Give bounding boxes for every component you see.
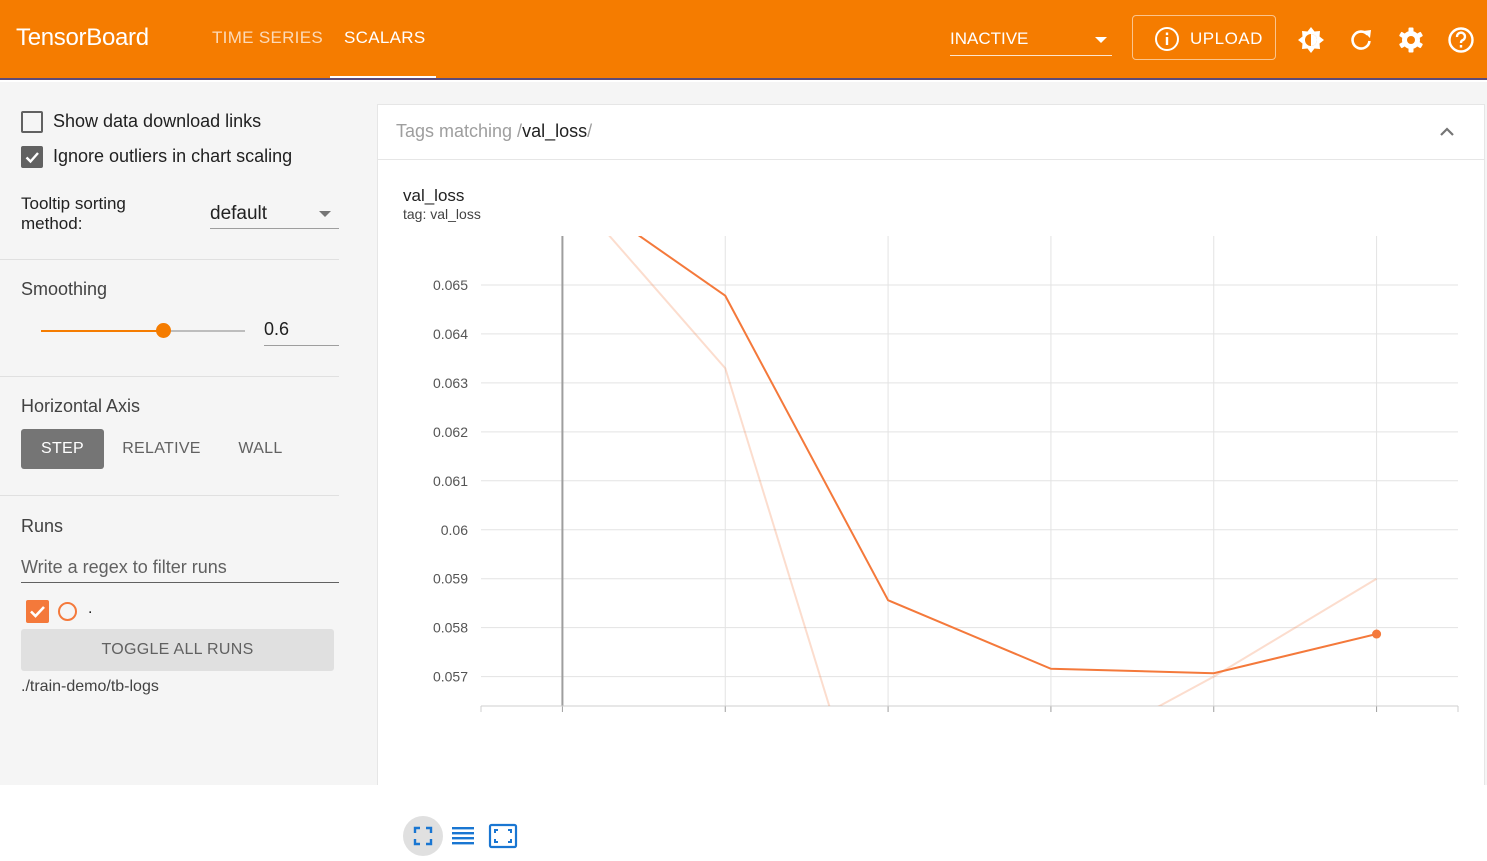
chevron-down-icon bbox=[1095, 37, 1107, 43]
ignore-outliers-label: Ignore outliers in chart scaling bbox=[53, 146, 293, 166]
smoothing-slider[interactable] bbox=[41, 323, 245, 338]
tag-filter-text: Tags matching /val_loss/ bbox=[396, 121, 592, 142]
last-point-marker bbox=[1372, 629, 1382, 639]
fullscreen-icon bbox=[413, 826, 433, 846]
top-app-bar: TensorBoard TIME SERIES SCALARS INACTIVE… bbox=[0, 0, 1487, 80]
settings-gear-icon[interactable] bbox=[1397, 26, 1425, 54]
runs-filter-input[interactable]: Write a regex to filter runs bbox=[21, 553, 339, 583]
chart-subtitle: tag: val_loss bbox=[403, 206, 481, 222]
app-title: TensorBoard bbox=[16, 24, 149, 51]
fit-domain-button[interactable] bbox=[403, 816, 443, 856]
y-tick-label: 0.057 bbox=[433, 669, 468, 685]
chevron-down-icon bbox=[319, 211, 331, 217]
tag-filter-pattern: val_loss bbox=[522, 121, 588, 141]
tooltip-sorting-value: default bbox=[210, 203, 268, 224]
chart-title: val_loss bbox=[403, 186, 465, 205]
x-tick-label: 1 bbox=[721, 717, 729, 720]
brightness-icon[interactable] bbox=[1297, 26, 1325, 54]
divider bbox=[0, 259, 339, 260]
tab-scalars[interactable]: SCALARS bbox=[344, 28, 426, 47]
upload-button[interactable]: UPLOAD bbox=[1132, 15, 1276, 60]
axis-step-button[interactable]: STEP bbox=[21, 429, 104, 469]
x-tick-label: 0 bbox=[559, 717, 567, 720]
fit-screen-icon bbox=[488, 823, 518, 849]
check-icon bbox=[25, 152, 39, 164]
run-color-swatch[interactable] bbox=[58, 602, 77, 621]
series-group bbox=[608, 236, 1378, 706]
help-icon[interactable] bbox=[1447, 26, 1475, 54]
raw-series-line bbox=[608, 236, 1378, 706]
y-tick-label: 0.064 bbox=[433, 326, 468, 342]
info-icon bbox=[1155, 27, 1179, 51]
x-tick-label: 4 bbox=[1210, 717, 1218, 720]
divider bbox=[0, 376, 339, 377]
check-icon bbox=[30, 606, 45, 618]
tooltip-sorting-dropdown[interactable]: default bbox=[210, 195, 339, 229]
active-tab-indicator bbox=[330, 76, 436, 78]
run-selector-value: INACTIVE bbox=[950, 29, 1029, 48]
upload-label: UPLOAD bbox=[1190, 29, 1263, 48]
tag-filter-prefix: Tags matching / bbox=[396, 121, 523, 141]
divider bbox=[0, 495, 339, 496]
reset-zoom-button[interactable] bbox=[483, 816, 523, 856]
chevron-up-icon[interactable] bbox=[1438, 123, 1456, 141]
run-selector-dropdown[interactable]: INACTIVE bbox=[950, 24, 1112, 56]
refresh-icon[interactable] bbox=[1347, 26, 1375, 54]
smoothed-series-line bbox=[637, 236, 1377, 675]
smoothing-slider-fill bbox=[41, 330, 164, 332]
y-tick-label: 0.06 bbox=[441, 522, 468, 538]
show-download-links-checkbox[interactable] bbox=[21, 111, 43, 133]
show-download-links-label: Show data download links bbox=[53, 111, 262, 131]
x-tick-label: 5 bbox=[1373, 717, 1381, 720]
y-tick-label: 0.061 bbox=[433, 473, 468, 489]
horizontal-axis-title: Horizontal Axis bbox=[21, 396, 141, 416]
toggle-all-runs-button[interactable]: TOGGLE ALL RUNS bbox=[21, 629, 334, 671]
tooltip-sorting-label: Tooltip sorting method: bbox=[21, 194, 126, 233]
y-tick-label: 0.058 bbox=[433, 620, 468, 636]
ignore-outliers-checkbox[interactable] bbox=[21, 146, 43, 168]
tag-group-header[interactable]: Tags matching /val_loss/ bbox=[377, 104, 1485, 160]
y-tick-label: 0.065 bbox=[433, 277, 468, 293]
list-icon bbox=[452, 827, 474, 845]
smoothing-input[interactable]: 0.6 bbox=[264, 316, 339, 346]
line-chart[interactable]: 0.057 0.058 0.059 0.06 0.061 0.062 0.063 0.064 0… bbox=[378, 160, 1486, 720]
smoothing-slider-thumb[interactable] bbox=[156, 323, 172, 338]
smoothing-title: Smoothing bbox=[21, 279, 108, 299]
log-dir-path: ./train-demo/tb-logs bbox=[21, 678, 159, 695]
axis-relative-button[interactable]: RELATIVE bbox=[122, 440, 201, 457]
main-content: Tags matching /val_loss/ val_loss tag: v… bbox=[358, 82, 1487, 856]
run-checkbox[interactable] bbox=[26, 600, 49, 623]
scalar-chart-card: val_loss tag: val_loss 0.057 0.058 0.059 0.… bbox=[377, 160, 1486, 856]
tab-time-series[interactable]: TIME SERIES bbox=[212, 28, 323, 47]
settings-sidebar: Show data download links Ignore outliers… bbox=[0, 82, 358, 785]
tag-filter-suffix: / bbox=[587, 121, 593, 141]
y-tick-label: 0.059 bbox=[433, 571, 468, 587]
toggle-log-scale-button[interactable] bbox=[443, 816, 483, 856]
runs-title: Runs bbox=[21, 516, 64, 536]
x-tick-label: 3 bbox=[1047, 717, 1055, 720]
y-tick-label: 0.062 bbox=[433, 424, 468, 440]
run-label: . bbox=[88, 600, 93, 617]
y-tick-label: 0.063 bbox=[433, 375, 468, 391]
axis-wall-button[interactable]: WALL bbox=[238, 440, 283, 457]
x-tick-label: 2 bbox=[884, 717, 892, 720]
